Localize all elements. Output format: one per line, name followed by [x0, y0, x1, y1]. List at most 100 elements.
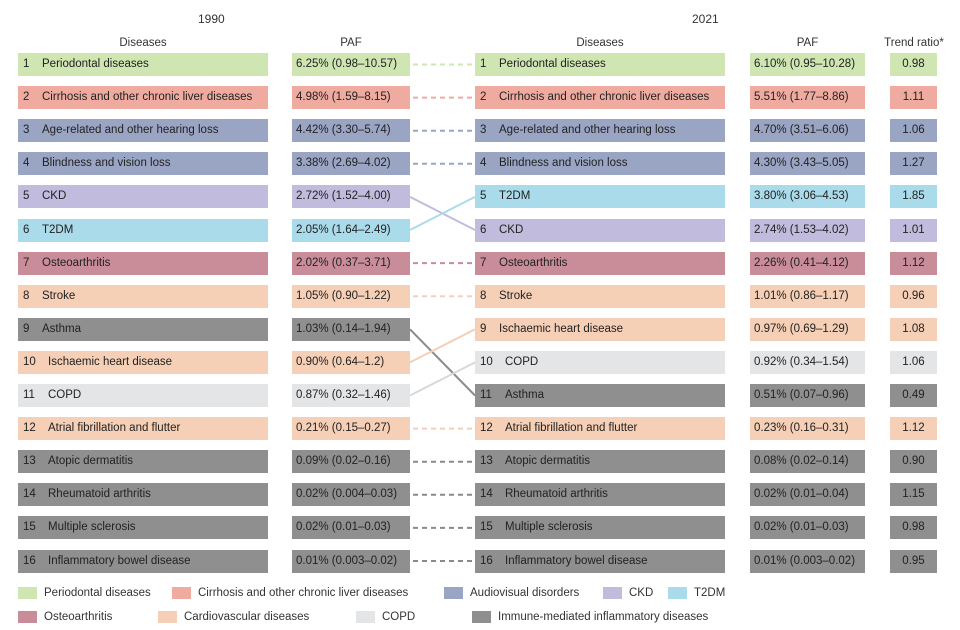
paf-cell-2021: 4.70% (3.51–6.06): [750, 119, 865, 143]
rank-number: 1: [480, 58, 487, 70]
disease-name: Inflammatory bowel disease: [505, 554, 648, 567]
disease-name: Atrial fibrillation and flutter: [505, 422, 638, 435]
disease-cell-2021: 6 CKD: [475, 218, 725, 242]
paf-cell-1990: 3.38% (2.69–4.02): [292, 152, 410, 176]
rank-number: 6: [23, 223, 30, 236]
trend-ratio-cell: 1.12: [890, 251, 937, 275]
legend-swatch: [472, 611, 491, 623]
disease-cell-2021: 5 T2DM: [475, 185, 725, 209]
paf-cell-1990: 1.05% (0.90–1.22): [292, 284, 410, 308]
rank-number: 7: [23, 256, 30, 269]
rank-number: 11: [23, 389, 35, 401]
paf-cell-1990: 2.05% (1.64–2.49): [292, 218, 410, 242]
paf-cell-1990: 0.87% (0.32–1.46): [292, 384, 410, 407]
disease-name: Multiple sclerosis: [505, 521, 593, 534]
disease-name: Blindness and vision loss: [499, 157, 628, 170]
legend-swatch: [172, 587, 191, 599]
connector-rank-change: [409, 196, 476, 231]
disease-cell-1990: 8 Stroke: [18, 284, 268, 308]
disease-cell-2021: 16 Inflammatory bowel disease: [475, 549, 725, 573]
rank-number: 9: [23, 322, 30, 335]
paf-cell-2021: 1.01% (0.86–1.17): [750, 284, 865, 308]
disease-cell-1990: 10 Ischaemic heart disease: [18, 350, 268, 374]
paf-cell-1990: 6.25% (0.98–10.57): [292, 53, 410, 76]
trend-ratio-cell: 0.98: [890, 53, 937, 76]
disease-cell-2021: 14 Rheumatoid arthritis: [475, 483, 725, 507]
disease-name: Multiple sclerosis: [48, 521, 136, 534]
legend-swatch: [668, 587, 687, 599]
disease-cell-2021: 10 COPD: [475, 350, 725, 374]
rank-number: 16: [480, 554, 493, 567]
disease-cell-1990: 14 Rheumatoid arthritis: [18, 483, 268, 507]
legend-label: Cirrhosis and other chronic liver diseas…: [198, 587, 409, 599]
disease-cell-1990: 11 COPD: [18, 384, 268, 407]
paf-cell-2021: 0.02% (0.01–0.03): [750, 516, 865, 540]
disease-cell-1990: 16 Inflammatory bowel disease: [18, 549, 268, 573]
diseases-header-2021: Diseases: [576, 37, 624, 49]
paf-cell-1990: 2.02% (0.37–3.71): [292, 251, 410, 275]
disease-name: Osteoarthritis: [42, 256, 111, 269]
disease-cell-1990: 3 Age-related and other hearing loss: [18, 119, 268, 143]
rank-number: 2: [480, 91, 487, 104]
rank-number: 10: [480, 355, 493, 368]
paf-cell-2021: 2.74% (1.53–4.02): [750, 218, 865, 242]
disease-name: Age-related and other hearing loss: [499, 124, 676, 137]
trend-ratio-cell: 0.49: [890, 384, 937, 407]
disease-name: Ischaemic heart disease: [48, 355, 173, 368]
rank-number: 12: [23, 422, 36, 435]
paf-cell-2021: 4.30% (3.43–5.05): [750, 152, 865, 176]
disease-cell-2021: 7 Osteoarthritis: [475, 251, 725, 275]
paf-header-2021: PAF: [796, 37, 819, 49]
paf-cell-1990: 0.01% (0.003–0.02): [292, 549, 410, 573]
trend-ratio-cell: 1.85: [890, 185, 937, 209]
year-1990-label: 1990: [198, 12, 225, 26]
paf-header-1990: PAF: [340, 37, 362, 49]
paf-cell-2021: 0.97% (0.69–1.29): [750, 317, 865, 341]
disease-name: Blindness and vision loss: [42, 157, 171, 170]
disease-cell-2021: 9 Ischaemic heart disease: [475, 317, 725, 341]
disease-name: Cirrhosis and other chronic liver diseas…: [499, 91, 710, 104]
legend-swatch: [18, 611, 37, 623]
rank-number: 5: [23, 190, 30, 203]
rank-number: 2: [23, 91, 30, 104]
rank-number: 4: [23, 157, 30, 170]
disease-name: Stroke: [499, 289, 533, 302]
rank-number: 14: [480, 488, 493, 501]
paf-cell-2021: 0.08% (0.02–0.14): [750, 450, 865, 474]
paf-cell-2021: 0.01% (0.003–0.02): [750, 549, 865, 573]
paf-cell-2021: 6.10% (0.95–10.28): [750, 53, 865, 76]
legend-label: Immune-mediated inflammatory diseases: [498, 611, 709, 623]
disease-name: Asthma: [42, 322, 81, 335]
rank-number: 15: [480, 521, 493, 534]
disease-cell-1990: 7 Osteoarthritis: [18, 251, 268, 275]
disease-cell-2021: 11 Asthma: [475, 384, 725, 407]
rank-number: 6: [480, 223, 487, 236]
paf-cell-1990: 2.72% (1.52–4.00): [292, 185, 410, 209]
trend-ratio-header: Trend ratio*: [884, 37, 944, 49]
rank-number: 13: [480, 455, 493, 468]
rank-number: 9: [480, 322, 487, 335]
paf-cell-2021: 0.02% (0.01–0.04): [750, 483, 865, 507]
paf-cell-1990: 0.09% (0.02–0.16): [292, 450, 410, 474]
disease-name: Atrial fibrillation and flutter: [48, 422, 181, 435]
disease-name: Osteoarthritis: [499, 256, 568, 269]
paf-cell-1990: 4.42% (3.30–5.74): [292, 119, 410, 143]
connector-rank-change: [409, 328, 476, 397]
rank-number: 8: [23, 289, 30, 302]
trend-ratio-cell: 1.27: [890, 152, 937, 176]
rank-number: 1: [23, 58, 30, 70]
legend-swatch: [603, 587, 622, 599]
legend-label: Periodontal diseases: [44, 587, 151, 599]
disease-name: Rheumatoid arthritis: [48, 488, 151, 501]
disease-cell-1990: 9 Asthma: [18, 317, 268, 341]
trend-ratio-cell: 0.96: [890, 284, 937, 308]
trend-ratio-cell: 1.11: [890, 86, 937, 110]
disease-name: Ischaemic heart disease: [499, 322, 624, 335]
legend-swatch: [356, 611, 375, 623]
rank-number: 12: [480, 422, 493, 435]
paf-cell-1990: 4.98% (1.59–8.15): [292, 86, 410, 110]
year-2021-label: 2021: [692, 12, 719, 26]
rank-number: 14: [23, 488, 36, 501]
paf-cell-1990: 0.02% (0.01–0.03): [292, 516, 410, 540]
rank-number: 5: [480, 190, 487, 203]
